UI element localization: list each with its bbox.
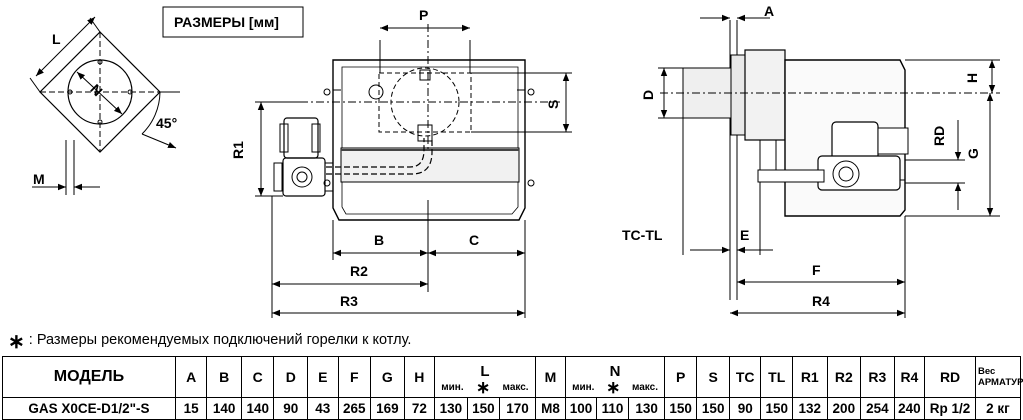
col-H: H <box>403 356 436 398</box>
weight-header-2: АРМАТУРЫ <box>977 377 1023 388</box>
cell-S: 150 <box>696 397 730 420</box>
N-min: мин. <box>572 381 595 393</box>
cell-TL: 150 <box>760 397 793 420</box>
spec-table: МОДЕЛЬ A B C D E F G H L мин. ∗ макс. M N … <box>2 356 1023 420</box>
label-R4: R4 <box>812 293 830 309</box>
label-F: F <box>812 262 821 278</box>
technical-drawing: L N 45° M РАЗМЕРЫ [мм] <box>29 3 1000 318</box>
cell-L-star: 150 <box>466 397 501 420</box>
flange-view <box>29 16 180 195</box>
col-G: G <box>370 356 405 398</box>
col-RD: RD <box>924 356 976 398</box>
col-E: E <box>307 356 339 398</box>
label-H: H <box>964 73 980 83</box>
cell-E: 43 <box>307 397 339 420</box>
dimensions-title-box <box>162 6 304 38</box>
col-L-group: L мин. ∗ макс. <box>434 356 536 398</box>
cell-weight: 2 кг <box>974 397 1022 420</box>
label-RD: RD <box>931 126 947 146</box>
cell-N-star: 110 <box>595 397 630 420</box>
footnote: ∗: Размеры рекомендуемых подключений гор… <box>8 329 411 354</box>
side-view <box>658 14 1000 318</box>
label-P: P <box>419 7 428 23</box>
front-view <box>255 24 572 318</box>
label-R2: R2 <box>350 263 368 279</box>
N-max: макс. <box>631 381 659 393</box>
col-C: C <box>240 356 275 398</box>
cell-R3: 254 <box>860 397 895 420</box>
col-R1: R1 <box>791 356 828 398</box>
label-R3: R3 <box>340 293 358 309</box>
cell-R4: 240 <box>893 397 926 420</box>
col-B: B <box>206 356 242 398</box>
cell-H: 72 <box>403 397 436 420</box>
col-A: A <box>174 356 208 398</box>
col-model: МОДЕЛЬ <box>2 356 176 398</box>
cell-P: 150 <box>663 397 698 420</box>
cell-RD: Rp 1/2 <box>924 397 976 420</box>
L-max: макс. <box>502 381 529 393</box>
label-E: E <box>740 227 749 243</box>
label-C: C <box>469 232 479 248</box>
cell-B: 140 <box>206 397 242 420</box>
footnote-marker: ∗ <box>8 331 25 353</box>
label-M: M <box>33 171 45 187</box>
N-star: ∗ <box>606 377 621 397</box>
col-N-group: N мин. ∗ макс. <box>565 356 665 398</box>
col-N: N <box>609 362 621 380</box>
cell-D: 90 <box>273 397 309 420</box>
cell-M: M8 <box>534 397 567 420</box>
label-S: S <box>545 100 561 109</box>
cell-N-max: 130 <box>628 397 665 420</box>
table-row: GAS X0CE-D1/2"-S 15 140 140 90 43 265 16… <box>2 397 1022 420</box>
cell-L-min: 130 <box>434 397 468 420</box>
cell-TC: 90 <box>728 397 762 420</box>
col-TL: TL <box>760 356 793 398</box>
cell-F: 265 <box>337 397 372 420</box>
col-R4: R4 <box>893 356 926 398</box>
label-B: B <box>374 232 384 248</box>
cell-G: 169 <box>370 397 405 420</box>
L-star: ∗ <box>475 377 491 397</box>
L-min: мин. <box>441 381 464 393</box>
col-P: P <box>663 356 698 398</box>
dimensions-title: РАЗМЕРЫ [мм] <box>174 14 279 30</box>
cell-R1: 132 <box>791 397 828 420</box>
label-G: G <box>965 148 981 159</box>
cell-N-min: 100 <box>565 397 597 420</box>
col-R2: R2 <box>826 356 862 398</box>
cell-A: 15 <box>174 397 208 420</box>
label-TC-TL: TC-TL <box>622 227 663 243</box>
col-F: F <box>337 356 372 398</box>
cell-C: 140 <box>240 397 275 420</box>
cell-model: GAS X0CE-D1/2"-S <box>2 397 176 420</box>
label-A: A <box>764 3 774 19</box>
cell-L-max: 170 <box>499 397 536 420</box>
col-weight: ВесАРМАТУРЫ <box>974 356 1023 398</box>
table-header-row: МОДЕЛЬ A B C D E F G H L мин. ∗ макс. M N … <box>2 356 1023 398</box>
col-M: M <box>534 356 567 398</box>
col-R3: R3 <box>860 356 895 398</box>
col-L: L <box>480 362 490 380</box>
footnote-text: : Размеры рекомендуемых подключений горе… <box>28 332 412 348</box>
label-R1: R1 <box>230 141 246 159</box>
weight-header-1: Вес <box>977 366 996 377</box>
cell-R2: 200 <box>826 397 862 420</box>
label-L: L <box>52 31 61 47</box>
col-TC: TC <box>728 356 762 398</box>
label-angle: 45° <box>156 115 177 131</box>
label-D: D <box>640 90 656 100</box>
col-S: S <box>696 356 730 398</box>
col-D: D <box>273 356 309 398</box>
